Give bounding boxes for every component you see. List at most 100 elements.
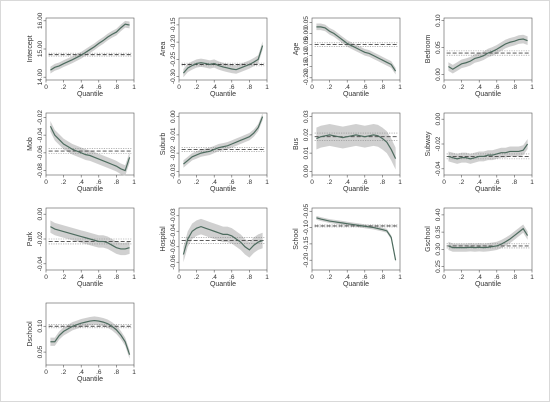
x-tick-label: 1 — [265, 84, 269, 91]
y-tick-label: 0.00 — [435, 112, 442, 125]
y-tick-label: -0.30 — [170, 69, 177, 84]
y-tick-label: -0.02 — [170, 145, 177, 160]
x-tick-label: 1 — [398, 84, 402, 91]
x-tick-label: 1 — [132, 179, 136, 186]
y-axis-label: Area — [160, 42, 167, 57]
y-tick-label: 0.05 — [37, 345, 44, 358]
x-tick-label: .4 — [476, 179, 482, 186]
y-axis-label: Gschool — [425, 226, 432, 252]
x-tick-label: 0 — [44, 369, 48, 376]
x-tick-label: .8 — [114, 369, 120, 376]
confidence-band — [448, 34, 528, 74]
panel-hospital: 0 .2 .4 .6 .8 1 Quantile -0.06-0.05-0.04-0.03Ho… — [160, 207, 269, 288]
x-tick-label: .6 — [229, 84, 235, 91]
x-tick-label: .4 — [211, 84, 217, 91]
x-tick-label: .8 — [512, 84, 518, 91]
panel-bedroom: 0 .2 .4 .6 .8 1 Quantile 0.00 0.05 0.10 Bedroom — [425, 14, 534, 98]
x-axis-label: Quantile — [210, 186, 236, 193]
y-tick-label: 0.00 — [435, 68, 442, 81]
y-tick-label: 0.25 — [435, 260, 442, 273]
confidence-band — [183, 41, 263, 78]
x-tick-label: .2 — [194, 84, 200, 91]
x-tick-label: 1 — [265, 179, 269, 186]
panel-mob: 0 .2 .4 .6 .8 1 Quantile -0.08 -0.06 -0.04 -0.02 Mo… — [27, 110, 136, 193]
y-tick-label: -0.05 — [303, 203, 310, 218]
series-line — [50, 319, 131, 355]
x-axis-label: Quantile — [210, 281, 236, 288]
y-tick-label: 0.40 — [435, 208, 442, 221]
x-tick-label: 0 — [177, 179, 181, 186]
x-tick-label: 0 — [177, 274, 181, 281]
x-tick-label: 0 — [442, 274, 446, 281]
x-axis-label: Quantile — [77, 91, 103, 98]
y-tick-label: -0.02 — [37, 231, 44, 246]
y-tick-label: 0.00 — [303, 165, 310, 178]
x-tick-label: .4 — [78, 84, 84, 91]
y-tick-label: 0.00 — [37, 207, 44, 220]
y-tick-label: -0.04 — [435, 161, 442, 176]
confidence-band — [316, 23, 396, 75]
x-tick-label: .6 — [96, 369, 102, 376]
x-tick-label: .8 — [380, 84, 386, 91]
x-tick-label: .8 — [247, 179, 253, 186]
x-tick-label: .2 — [61, 179, 67, 186]
x-tick-label: 0 — [177, 84, 181, 91]
y-tick-label: -0.04 — [170, 223, 177, 238]
x-tick-label: 1 — [530, 84, 534, 91]
x-tick-label: .8 — [247, 84, 253, 91]
x-axis-label: Quantile — [343, 186, 369, 193]
series-line — [50, 226, 130, 250]
x-tick-label: .6 — [362, 274, 368, 281]
panel-suburb: 0 .2 .4 .6 .8 1 Quantile -0.03 -0.02 -0.01 0.00 Sub… — [160, 110, 269, 193]
y-tick-label: 0.10 — [37, 320, 44, 333]
y-axis-label: Mob — [27, 137, 34, 151]
x-tick-label: 1 — [398, 179, 402, 186]
y-tick-label: 14.00 — [37, 69, 44, 86]
x-tick-label: .2 — [327, 179, 333, 186]
x-tick-label: 0 — [44, 274, 48, 281]
x-tick-label: .8 — [114, 179, 120, 186]
y-tick-label: 0.10 — [435, 14, 442, 27]
confidence-band — [50, 220, 130, 256]
y-tick-label: 0.01 — [303, 146, 310, 159]
y-tick-label: 0.03 — [303, 110, 310, 123]
series-line — [316, 217, 397, 261]
x-tick-label: .6 — [96, 84, 102, 91]
x-tick-label: .4 — [78, 274, 84, 281]
x-tick-label: .6 — [362, 84, 368, 91]
x-axis-label: Quantile — [77, 186, 103, 193]
x-tick-label: 1 — [530, 179, 534, 186]
y-tick-label: 0.02 — [303, 128, 310, 141]
x-tick-label: .2 — [61, 84, 67, 91]
y-tick-label: 0.30 — [435, 243, 442, 256]
x-tick-label: .4 — [211, 179, 217, 186]
y-tick-label: 0.00 — [170, 110, 177, 123]
y-tick-label: 0.05 — [303, 16, 310, 29]
y-tick-label: -0.20 — [170, 34, 177, 49]
series-line — [182, 225, 263, 255]
x-tick-label: .2 — [459, 274, 465, 281]
x-tick-label: .2 — [327, 84, 333, 91]
panel-gschool: 0 .2 .4 .6 .8 1 Quantile 0.25 0.30 0.35 0.40Gschoo… — [425, 207, 534, 288]
x-tick-label: .6 — [494, 274, 500, 281]
x-tick-label: 0 — [442, 179, 446, 186]
confidence-band — [183, 218, 263, 263]
y-tick-label: -0.10 — [303, 48, 310, 63]
x-tick-label: 1 — [265, 274, 269, 281]
plot-area — [443, 207, 533, 271]
x-tick-label: .4 — [344, 179, 350, 186]
x-tick-label: .6 — [494, 84, 500, 91]
x-tick-label: .4 — [476, 274, 482, 281]
x-tick-label: 1 — [132, 369, 136, 376]
y-tick-label: -0.02 — [435, 136, 442, 151]
x-tick-label: 1 — [132, 84, 136, 91]
y-axis-label: Age — [293, 43, 300, 56]
plot-area — [443, 112, 533, 176]
y-tick-label: -0.15 — [303, 236, 310, 251]
panel-age: 0.2.4.6.8 1Quantile-0.20-0.15-0.10-0.050.… — [293, 16, 402, 98]
series-line — [50, 23, 130, 71]
panel-bus: 0 .2 .4 .6 .8 1 Quantile 0.00 0.01 0.02 0.03 Bus — [293, 110, 402, 193]
